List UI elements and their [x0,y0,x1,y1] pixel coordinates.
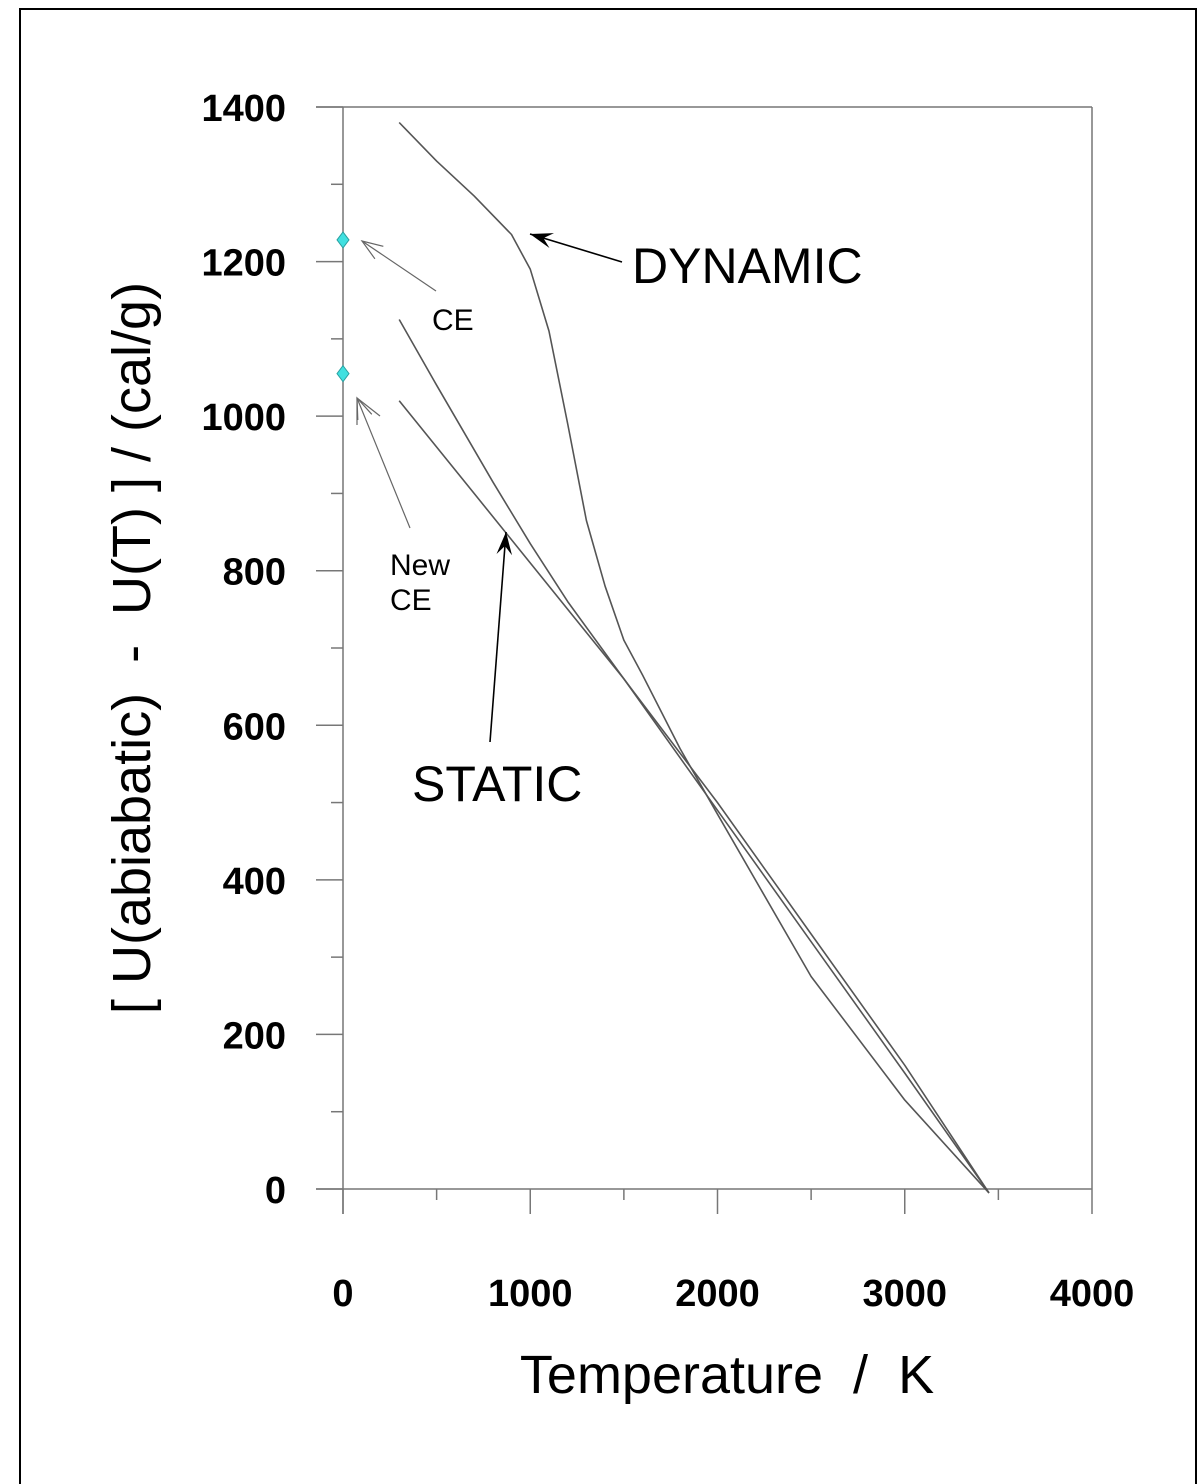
new-ce-arrow-shaft [356,397,411,529]
y-tick-label: 1000 [201,397,286,439]
series-group [398,121,990,1194]
x-axis-title: Temperature / K [520,1345,934,1405]
figure-frame [19,8,1197,1484]
diamond-marker-ce [336,231,350,249]
annotation-arrows [356,233,623,743]
dynamic-arrow-shaft [529,233,623,263]
y-axis-title: [ U(abiabatic) - U(T) ] / (cal/g) [102,282,162,1014]
ce-arrow-head [360,240,384,260]
y-tick-label: 1200 [201,243,286,285]
x-tick-label: 3000 [862,1273,947,1315]
static-arrow-shaft [489,531,507,743]
new-ce-arrow-side [356,397,381,417]
ce-label: CE [432,304,474,337]
ce-arrow-shaft [361,240,437,292]
static-arrow-head [496,532,513,556]
y-tick-label: 600 [223,706,286,748]
y-tick-label: 1400 [201,88,286,130]
x-tick-label: 0 [332,1273,353,1315]
dynamic-arrow-head [530,233,554,249]
dynamic-label: DYNAMIC [632,238,863,294]
labels: Temperature / K [ U(abiabatic) - U(T) ] … [102,238,934,1405]
y-tick-label: 800 [223,552,286,594]
axes: 0 200 400 600 800 1000 1200 1400 0 1000 2000 3000 40… [201,88,1134,1315]
y-tick-label: 400 [223,861,286,903]
x-tick-label: 1000 [488,1273,573,1315]
static-label: STATIC [412,756,582,812]
series-line-dynamic-0 [398,121,990,1194]
x-tick-label: 4000 [1050,1273,1135,1315]
series-line-static-2 [398,400,990,1194]
new-ce-label-line2: CE [390,584,432,617]
diamond-marker-new-ce [336,364,350,383]
series-line-static-1 [398,319,990,1194]
y-tick-label: 0 [265,1170,286,1212]
y-tick-label: 200 [223,1015,286,1057]
x-tick-label: 2000 [675,1273,760,1315]
new-ce-label-line1: New [390,549,450,582]
data-points [336,231,350,383]
